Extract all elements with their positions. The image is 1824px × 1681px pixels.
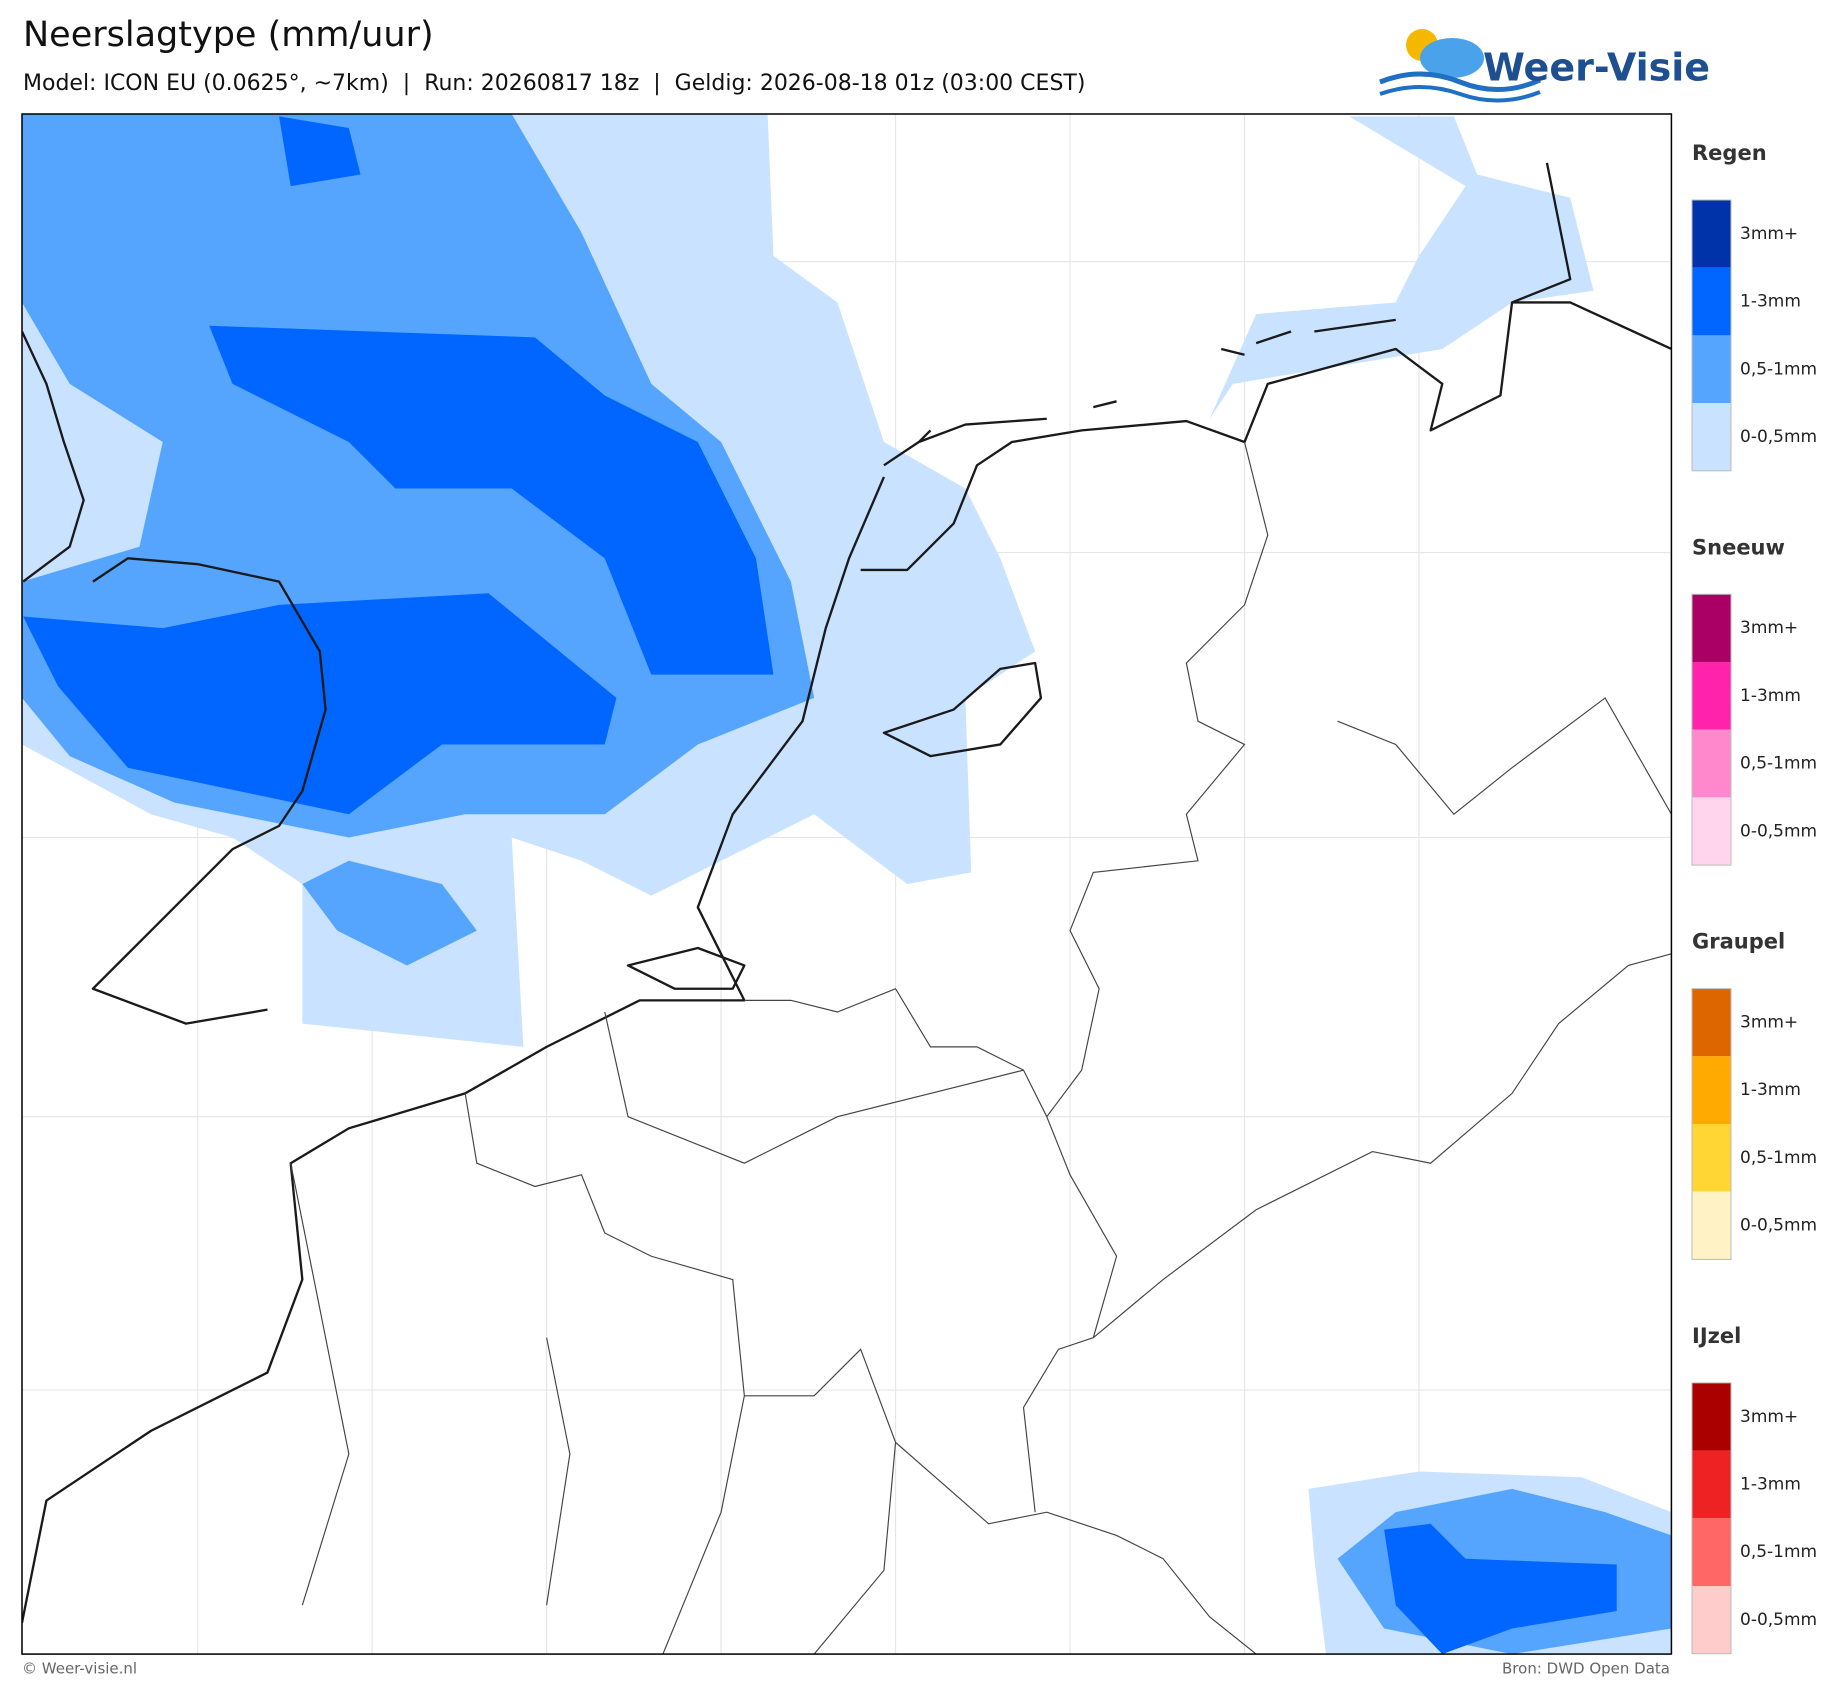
legend-label: 3mm+	[1740, 1407, 1798, 1427]
legend-swatch	[1692, 594, 1731, 662]
legend-label: 1-3mm	[1740, 1474, 1801, 1494]
legend-swatch	[1692, 1586, 1731, 1654]
legend-swatch	[1692, 1382, 1731, 1451]
precipitation	[22, 114, 1672, 1655]
legend-label: 3mm+	[1740, 224, 1798, 244]
legend-swatch	[1692, 335, 1731, 404]
legend-title: Graupel	[1692, 930, 1785, 954]
legend-label: 3mm+	[1740, 1012, 1798, 1032]
legend-swatch	[1692, 403, 1731, 471]
legend-label: 0-0,5mm	[1740, 1216, 1817, 1236]
legend-label: 1-3mm	[1740, 686, 1801, 706]
legend-label: 0-0,5mm	[1740, 1610, 1817, 1630]
legend-box	[1691, 988, 1732, 1260]
legend-swatch	[1692, 729, 1731, 798]
legend-label: 0-0,5mm	[1740, 427, 1817, 447]
legend-swatch	[1692, 797, 1731, 866]
legend-title: Sneeuw	[1692, 535, 1785, 559]
legend-label: 0,5-1mm	[1740, 1148, 1817, 1168]
legend-label: 3mm+	[1740, 618, 1798, 638]
legend-label: 1-3mm	[1740, 1080, 1801, 1100]
legend-swatch	[1692, 662, 1731, 730]
coastline	[22, 162, 1672, 1623]
logo: Weer-Visie	[1379, 29, 1710, 103]
legend-label: 0-0,5mm	[1740, 821, 1817, 841]
title: Neerslagtype (mm/uur)	[23, 15, 434, 55]
islands	[626, 318, 1396, 990]
legend-swatch	[1692, 1518, 1731, 1586]
legend-box	[1691, 199, 1732, 472]
legend-swatch	[1692, 1450, 1731, 1519]
legend-swatch	[1692, 1191, 1731, 1260]
subtitle: Model: ICON EU (0.0625°, ~7km) | Run: 20…	[23, 71, 1085, 96]
legend-box	[1691, 1382, 1732, 1655]
legend-label: 0,5-1mm	[1740, 1542, 1817, 1562]
legend-swatch	[1692, 1124, 1731, 1192]
legend-title: IJzel	[1692, 1324, 1741, 1348]
legend-label: 1-3mm	[1740, 292, 1801, 312]
legend: Regen 3mm+ 1-3mm 0,5-1mm 0-0,5mm Sneeuw 3mm+ 1-…	[1691, 141, 1817, 1655]
legend-label: 0,5-1mm	[1740, 754, 1817, 774]
legend-label: 0,5-1mm	[1740, 359, 1817, 379]
legend-swatch	[1692, 988, 1731, 1057]
legend-swatch	[1692, 200, 1731, 268]
map-frame	[21, 113, 1673, 1655]
logo-text: Weer-Visie	[1483, 46, 1710, 90]
footer-left: © Weer-visie.nl	[22, 1660, 137, 1678]
legend-swatch	[1692, 267, 1731, 336]
legend-swatch	[1692, 1056, 1731, 1124]
legend-title: Regen	[1692, 141, 1767, 165]
map	[21, 113, 1673, 1655]
legend-box	[1691, 593, 1732, 866]
borders	[290, 441, 1672, 1655]
footer-right: Bron: DWD Open Data	[1502, 1660, 1670, 1678]
